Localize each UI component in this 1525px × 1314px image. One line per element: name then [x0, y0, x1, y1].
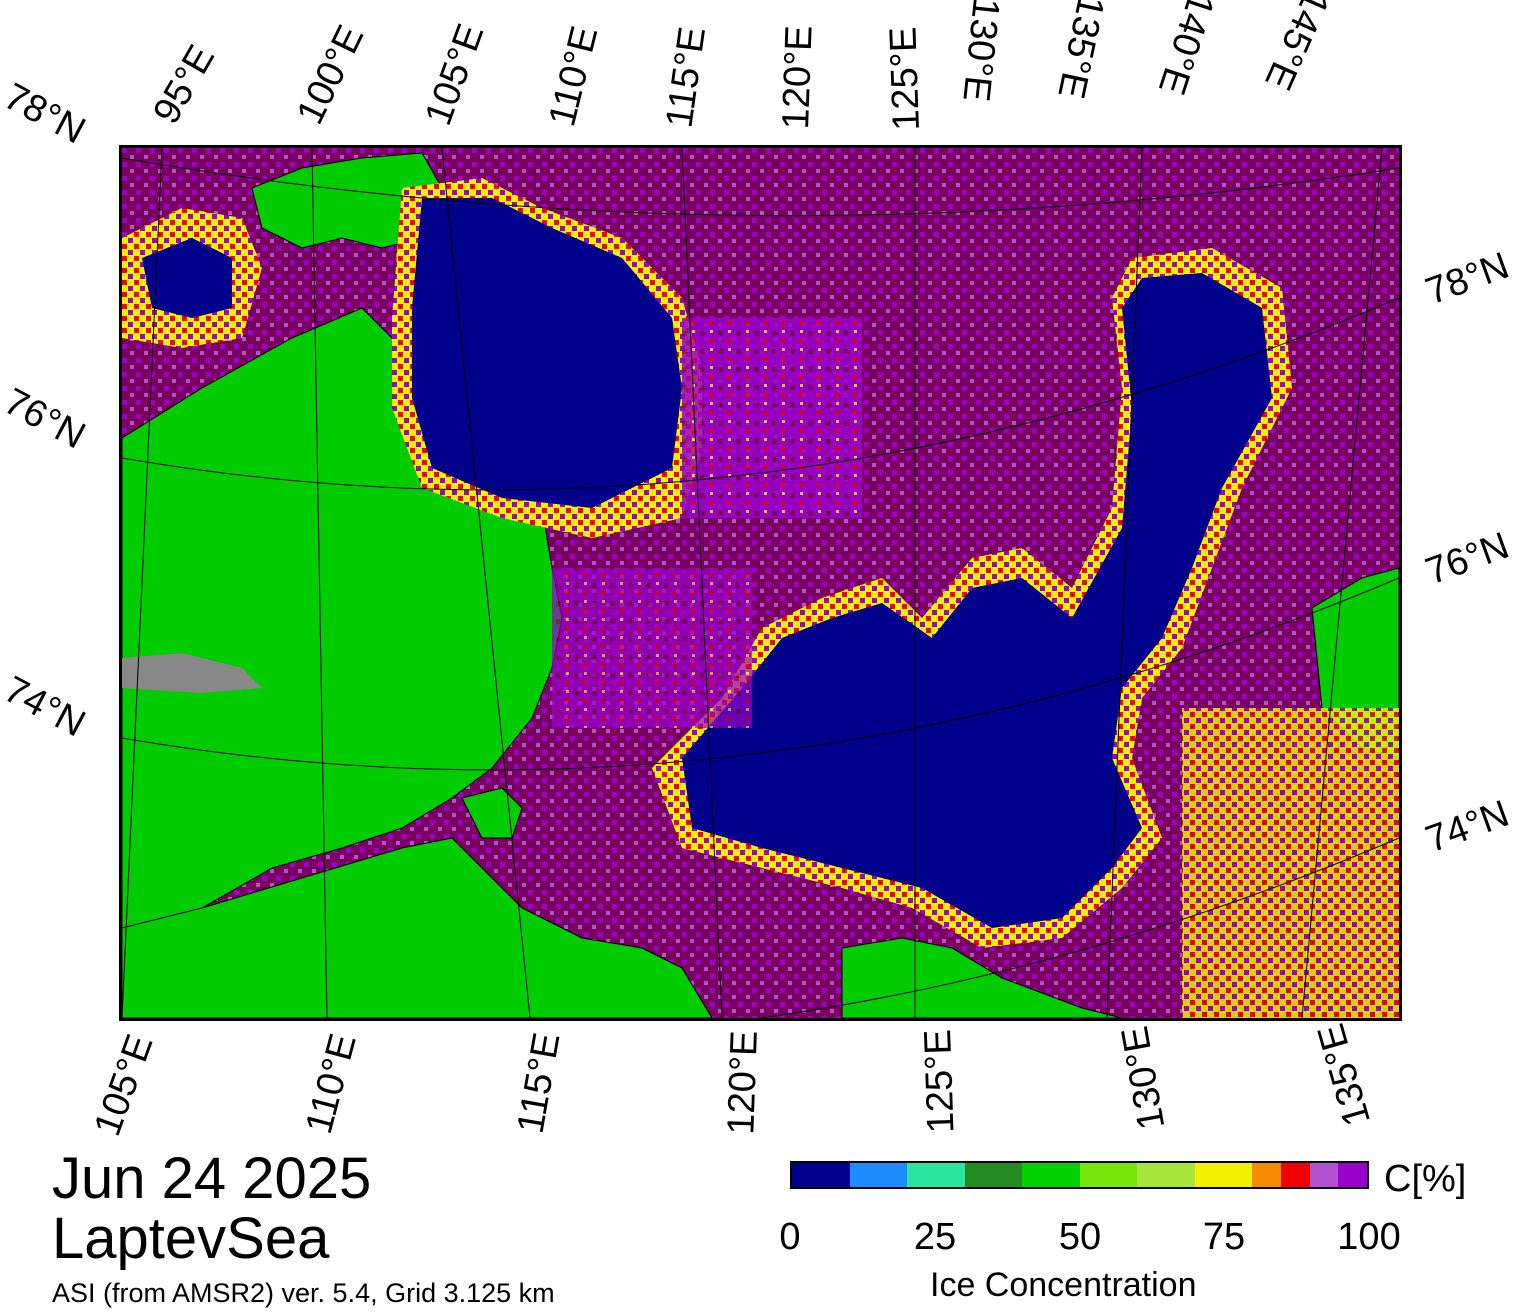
left-lat-label: 76°N	[0, 380, 92, 458]
bottom-lon-label: 105°E	[86, 1029, 162, 1142]
colorbar-segment	[792, 1163, 850, 1187]
left-lat-label: 74°N	[0, 668, 92, 746]
colorbar-segment	[1079, 1163, 1137, 1187]
region-title: LaptevSea	[52, 1206, 330, 1271]
bottom-lon-label: 135°E	[1310, 1018, 1380, 1131]
land-lena-delta	[841, 937, 1123, 1018]
bottom-lon-label: 115°E	[509, 1029, 569, 1137]
colorbar-segment	[964, 1163, 1022, 1187]
top-lon-label: 100°E	[289, 19, 373, 131]
date-title: Jun 24 2025	[52, 1146, 372, 1211]
colorbar-tick: 100	[1337, 1216, 1401, 1258]
colorbar-segment	[907, 1163, 965, 1187]
land-bottom-left	[122, 837, 713, 1018]
land-island	[461, 787, 523, 839]
colorbar-segment	[1309, 1163, 1339, 1187]
top-lon-label: 135°E	[1049, 0, 1112, 103]
map-canvas	[122, 148, 1399, 1018]
colorbar	[790, 1161, 1369, 1189]
open-water-region	[412, 198, 682, 508]
bottom-lon-label: 130°E	[1113, 1023, 1174, 1133]
right-lat-label: 78°N	[1420, 244, 1515, 314]
colorbar-segment	[849, 1163, 907, 1187]
coast-gray	[122, 653, 262, 693]
bottom-lon-label: 120°E	[720, 1029, 766, 1136]
top-lon-label: 145°E	[1256, 0, 1337, 96]
colorbar-tick: 25	[913, 1216, 957, 1258]
bottom-lon-label: 110°E	[298, 1029, 365, 1139]
ice-concentration-map	[119, 145, 1402, 1021]
right-lat-label: 74°N	[1420, 792, 1515, 862]
source-note: ASI (from AMSR2) ver. 5.4, Grid 3.125 km	[52, 1278, 555, 1308]
top-lon-label: 125°E	[882, 26, 928, 132]
top-lon-label: 140°E	[1149, 0, 1222, 100]
colorbar-tick: 0	[779, 1216, 801, 1258]
right-lat-label: 76°N	[1420, 524, 1515, 594]
colorbar-segment	[1194, 1163, 1252, 1187]
colorbar-segment	[1022, 1163, 1080, 1187]
top-lon-label: 95°E	[145, 38, 224, 131]
open-water-region	[682, 273, 1272, 928]
mixed-ice-patch	[682, 318, 862, 518]
colorbar-tick: 75	[1202, 1216, 1246, 1258]
mixed-ice-patch	[1182, 708, 1399, 1018]
mixed-ice-patch	[552, 568, 752, 728]
colorbar-segment	[1338, 1163, 1367, 1187]
colorbar-title: Ice Concentration	[930, 1266, 1197, 1304]
open-water-region	[142, 238, 232, 318]
top-lon-label: 130°E	[954, 0, 1007, 104]
colorbar-segment	[1137, 1163, 1195, 1187]
graticule	[122, 148, 1399, 1018]
top-lon-label: 120°E	[775, 24, 821, 131]
colorbar-segment	[1252, 1163, 1281, 1187]
colorbar-tick: 50	[1058, 1216, 1102, 1258]
top-lon-label: 110°E	[541, 22, 607, 131]
colorbar-segment	[1280, 1163, 1310, 1187]
left-lat-label: 78°N	[0, 75, 92, 153]
top-lon-label: 115°E	[658, 24, 715, 131]
bottom-lon-label: 125°E	[916, 1028, 963, 1134]
top-lon-label: 105°E	[417, 18, 493, 131]
colorbar-unit: C[%]	[1384, 1158, 1467, 1200]
